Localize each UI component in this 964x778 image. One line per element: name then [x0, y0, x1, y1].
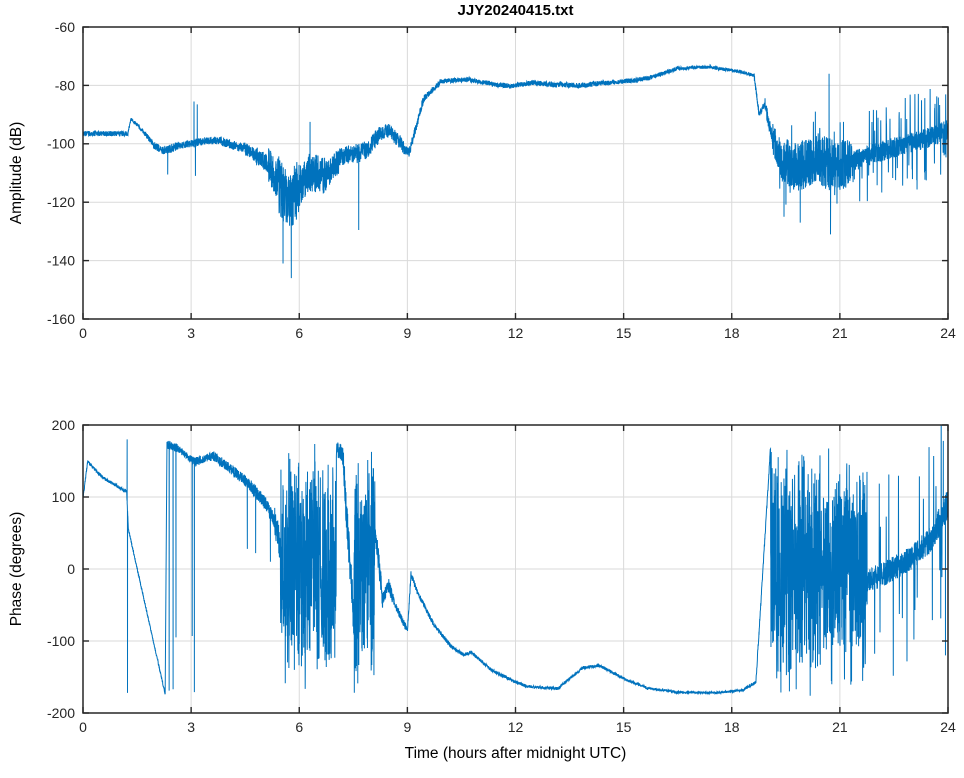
- x-tick-label: 3: [187, 325, 195, 341]
- time-x-axis-label: Time (hours after midnight UTC): [404, 745, 627, 762]
- y-tick-label: -160: [47, 311, 75, 327]
- phase-trace: [83, 425, 948, 696]
- y-tick-label: -140: [47, 253, 75, 269]
- x-tick-label: 3: [187, 719, 195, 735]
- phase-y-axis-label: Phase (degrees): [8, 511, 25, 627]
- axes-box: [82, 26, 949, 320]
- chart-title: JJY20240415.txt: [457, 2, 574, 19]
- x-tick-label: 18: [724, 719, 740, 735]
- x-tick-label: 15: [616, 325, 632, 341]
- x-tick-label: 6: [295, 325, 303, 341]
- y-tick-label: -200: [47, 705, 75, 721]
- x-tick-label: 6: [295, 719, 303, 735]
- y-tick-label: -100: [47, 633, 75, 649]
- x-tick-label: 0: [79, 325, 87, 341]
- x-tick-label: 21: [832, 325, 848, 341]
- x-tick-label: 0: [79, 719, 87, 735]
- y-tick-label: 0: [67, 561, 75, 577]
- phase-axes: 0 3 6 9 12 15 18 21 24 -200 -100 0 100 200: [47, 417, 956, 735]
- x-tick-label: 24: [940, 719, 956, 735]
- amplitude-axes: 0 3 6 9 12 15 18 21 24 -160 -140 -120 -100 -80 -60: [47, 19, 956, 341]
- x-tick-label: 21: [832, 719, 848, 735]
- y-tick-label: 100: [52, 489, 76, 505]
- amplitude-trace: [83, 63, 948, 279]
- amplitude-y-axis-label: Amplitude (dB): [8, 121, 25, 225]
- y-tick-label: 200: [52, 417, 76, 433]
- x-tick-label: 9: [403, 325, 411, 341]
- x-tick-label: 12: [508, 719, 524, 735]
- x-tick-label: 15: [616, 719, 632, 735]
- y-tick-label: -100: [47, 136, 75, 152]
- x-tick-label: 9: [403, 719, 411, 735]
- y-tick-label: -60: [55, 19, 75, 35]
- axes-box: [82, 424, 949, 714]
- y-tick-label: -80: [55, 77, 75, 93]
- x-tick-label: 18: [724, 325, 740, 341]
- x-tick-label: 24: [940, 325, 956, 341]
- x-tick-label: 12: [508, 325, 524, 341]
- y-tick-label: -120: [47, 194, 75, 210]
